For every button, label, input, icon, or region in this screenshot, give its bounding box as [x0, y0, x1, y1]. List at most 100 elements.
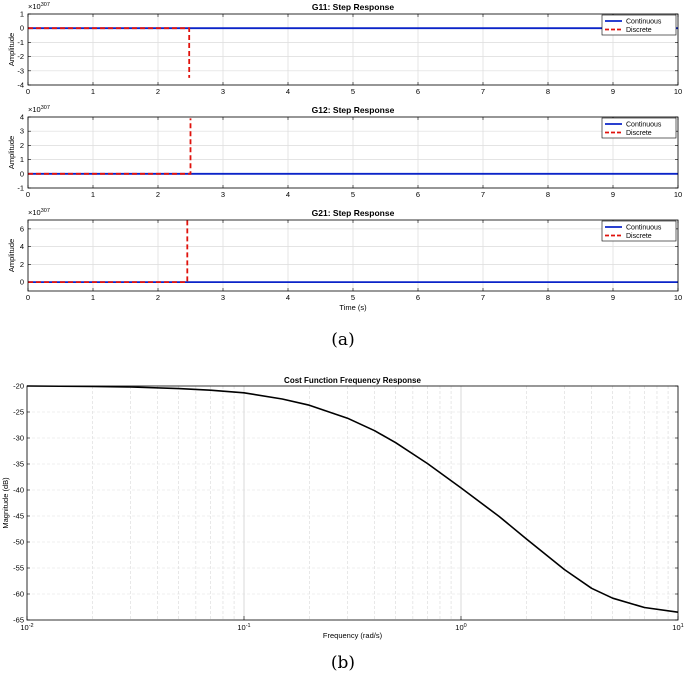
- x-tick-label: 6: [416, 87, 420, 96]
- plot-frame: [27, 13, 679, 86]
- x-tick-label: 10-2: [20, 623, 33, 632]
- x-tick-label: 10-1: [237, 623, 250, 632]
- y-tick-label: 6: [20, 224, 24, 233]
- y-tick-label: 0: [20, 278, 24, 287]
- y-exponent-label: ×10307: [28, 105, 50, 114]
- x-tick-label: 3: [221, 190, 225, 199]
- chart-title: G11: Step Response: [312, 2, 394, 12]
- legend-label: Discrete: [626, 27, 652, 34]
- y-exponent-label: ×10307: [28, 208, 50, 217]
- x-tick-label: 0: [26, 190, 30, 199]
- y-tick-label: -20: [13, 382, 24, 391]
- subplot-g11: 0 1 2 3 4 5 6 7 8 9 10 -4 -3 -2 -1 0 1 ×10307 G11: Step Re…: [7, 2, 682, 96]
- subplot-g21: 0 1 2 3 4 5 6 7 8 9 10 0 2 4 6 ×10307 G21: Step Response…: [7, 208, 682, 312]
- y-tick-label: -2: [17, 52, 24, 61]
- x-tick-label: 2: [156, 87, 160, 96]
- x-tick-label: 4: [286, 87, 290, 96]
- x-tick-label: 5: [351, 293, 355, 302]
- legend-label: Discrete: [626, 233, 652, 240]
- x-tick-label: 10: [674, 190, 682, 199]
- plot-frame: [27, 116, 679, 189]
- x-tick-label: 1: [91, 87, 95, 96]
- plot-area: [27, 386, 678, 620]
- y-tick-label: 1: [20, 10, 24, 19]
- x-tick-label: 5: [351, 87, 355, 96]
- y-tick-label: 1: [20, 155, 24, 164]
- x-tick-label: 101: [672, 623, 683, 632]
- chart-title: G12: Step Response: [312, 105, 395, 115]
- y-tick-label: -30: [13, 434, 24, 443]
- x-tick-label: 8: [546, 293, 550, 302]
- y-tick-label: 0: [20, 24, 24, 33]
- y-tick-label: -50: [13, 538, 24, 547]
- x-tick-label: 8: [546, 87, 550, 96]
- series-line-discrete: [28, 118, 192, 175]
- y-tick-label: -3: [17, 66, 24, 75]
- x-tick-label: 4: [286, 190, 290, 199]
- chart-title: Cost Function Frequency Response: [284, 376, 421, 385]
- x-tick-label: 6: [416, 190, 420, 199]
- y-axis-label: Magnitude (dB): [1, 477, 10, 529]
- y-tick-label: -40: [13, 486, 24, 495]
- x-tick-label: 9: [611, 190, 615, 199]
- x-tick-label: 100: [455, 623, 466, 632]
- y-tick-label: -1: [17, 38, 24, 47]
- x-tick-label: 3: [221, 87, 225, 96]
- y-tick-label: -55: [13, 564, 24, 573]
- x-tick-label: 0: [26, 293, 30, 302]
- y-tick-label: -45: [13, 512, 24, 521]
- x-tick-label: 10: [674, 293, 682, 302]
- y-exponent-label: ×10307: [28, 2, 50, 11]
- y-tick-label: -25: [13, 408, 24, 417]
- y-tick-label: 4: [20, 242, 24, 251]
- x-axis-label: Time (s): [339, 303, 367, 312]
- x-tick-label: 1: [91, 293, 95, 302]
- y-tick-label: -65: [13, 616, 24, 625]
- x-tick-label: 10: [674, 87, 682, 96]
- y-axis-label: Amplitude: [7, 136, 16, 169]
- y-axis-label: Amplitude: [7, 239, 16, 272]
- x-axis-label: Frequency (rad/s): [323, 631, 383, 640]
- x-tick-label: 0: [26, 87, 30, 96]
- y-tick-label: 3: [20, 127, 24, 136]
- x-tick-label: 7: [481, 293, 485, 302]
- legend-label: Continuous: [626, 122, 662, 129]
- subplot-cost: -65 -60 -55 -50 -45 -40 -35 -30 -25 -20 10-2 10-1 10…: [1, 376, 684, 640]
- caption-a: (a): [331, 330, 354, 350]
- x-tick-label: 7: [481, 190, 485, 199]
- legend-label: Discrete: [626, 130, 652, 137]
- y-axis-label: Amplitude: [7, 33, 16, 66]
- x-tick-label: 5: [351, 190, 355, 199]
- plot-frame: [27, 219, 679, 292]
- chart-title: G21: Step Response: [312, 208, 395, 218]
- x-tick-label: 9: [611, 293, 615, 302]
- y-tick-label: -1: [17, 184, 24, 193]
- legend-label: Continuous: [626, 225, 662, 232]
- y-tick-label: -60: [13, 590, 24, 599]
- x-tick-label: 2: [156, 293, 160, 302]
- y-tick-label: 2: [20, 141, 24, 150]
- x-tick-label: 8: [546, 190, 550, 199]
- y-tick-label: -35: [13, 460, 24, 469]
- series-line-discrete: [28, 220, 189, 284]
- caption-b: (b): [331, 653, 355, 673]
- plot-frame: [26, 385, 679, 621]
- y-tick-label: -4: [17, 81, 24, 90]
- y-tick-label: 2: [20, 260, 24, 269]
- y-tick-label: 0: [20, 169, 24, 178]
- y-tick-label: 4: [20, 113, 24, 122]
- x-tick-label: 9: [611, 87, 615, 96]
- magnitude-curve: [26, 385, 679, 613]
- x-tick-label: 2: [156, 190, 160, 199]
- x-tick-label: 6: [416, 293, 420, 302]
- x-tick-label: 3: [221, 293, 225, 302]
- x-tick-label: 1: [91, 190, 95, 199]
- x-tick-label: 7: [481, 87, 485, 96]
- x-tick-label: 4: [286, 293, 290, 302]
- legend-label: Continuous: [626, 19, 662, 26]
